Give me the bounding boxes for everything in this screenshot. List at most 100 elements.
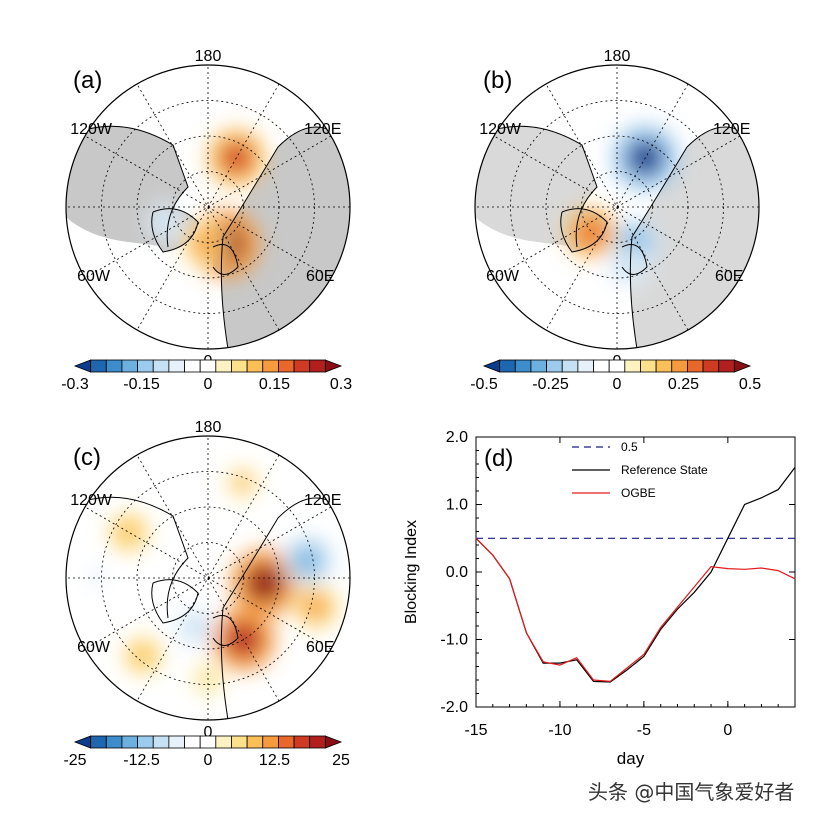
colorbar-tick-label: -12.5	[123, 752, 160, 769]
colorbar-cell	[671, 359, 688, 373]
map-border	[65, 64, 351, 350]
map-border	[65, 435, 351, 721]
panel-label: (d)	[484, 445, 513, 472]
colorbar-cell	[640, 359, 657, 373]
colorbar-cell	[262, 359, 279, 373]
coastlines	[475, 125, 759, 349]
colorbar-cell	[702, 359, 720, 373]
anomaly-core	[294, 546, 322, 574]
legend-label: 0.5	[621, 440, 638, 454]
map-panel-0: (a) 180 0 120W 120E 60W 60E -0.3 -0.15 0 0.15 0.3	[61, 48, 352, 393]
x-tick-label: -5	[637, 722, 651, 739]
colorbar-tick-label: 0.15	[259, 376, 290, 393]
x-tick-label: -10	[548, 722, 571, 739]
colorbar: -25 -12.5 0 12.5 25	[63, 735, 350, 769]
colorbar-cell	[293, 735, 311, 749]
line-chart-panel: -2.0 -1.0 0.0 1.0 2.0 -15 -10 -5 0 day Blocking In…	[403, 429, 796, 768]
colorbar: -0.3 -0.15 0 0.15 0.3	[61, 359, 352, 393]
colorbar-tick-label: 0.3	[330, 376, 352, 393]
lon-label-lower-left: 60W	[77, 639, 111, 656]
colorbar-cell	[184, 735, 201, 749]
colorbar-cell	[577, 359, 594, 373]
anomaly-core	[303, 594, 329, 620]
panel-label: (c)	[73, 444, 101, 471]
colorbar-cell	[215, 735, 232, 749]
colorbar-cell	[90, 735, 107, 749]
colorbar-cell	[168, 735, 185, 749]
lon-label-upper-left: 120W	[479, 121, 522, 138]
coastlines	[66, 496, 350, 720]
colorbar-cell	[184, 359, 201, 373]
colorbar-cell	[624, 359, 641, 373]
lon-label-lower-right: 60E	[306, 639, 334, 656]
lon-label-upper-left: 120W	[70, 121, 113, 138]
colorbar-cell	[655, 359, 673, 373]
lon-label-upper-left: 120W	[70, 492, 113, 509]
map-border	[474, 64, 760, 350]
x-tick-label: -15	[464, 722, 487, 739]
colorbar-cell	[687, 359, 704, 373]
colorbar-tick-label: 0	[613, 376, 622, 393]
colorbar-cell	[593, 359, 610, 373]
colorbar-cell	[561, 359, 579, 373]
map-field	[475, 65, 759, 349]
colorbar-tick-label: -0.5	[470, 376, 498, 393]
colorbar-cell	[199, 359, 217, 373]
map-field	[66, 65, 350, 349]
anomaly-core	[232, 472, 253, 493]
colorbar-cell	[324, 359, 343, 373]
colorbar-cell	[199, 735, 217, 749]
colorbar-cell	[231, 735, 248, 749]
panel-label: (a)	[73, 67, 102, 94]
colorbar-cell	[73, 359, 92, 373]
lon-label-top: 180	[195, 419, 222, 436]
lon-label-lower-right: 60E	[715, 268, 743, 285]
map-panel-2: (c) 180 0 120W 120E 60W 60E -25 -12.5 0 12.5 25	[63, 419, 351, 769]
map-field	[66, 436, 350, 720]
panel-label: (b)	[483, 67, 512, 94]
colorbar-cell	[309, 735, 326, 749]
colorbar-cell	[246, 359, 264, 373]
colorbar-cell	[105, 359, 123, 373]
colorbar-cell	[137, 359, 154, 373]
colorbar-tick-label: -0.25	[532, 376, 569, 393]
y-axis-label: Blocking Index	[403, 520, 420, 624]
anomaly-field	[80, 464, 339, 697]
lon-label-bottom: 0	[204, 724, 213, 741]
legend-label: Reference State	[621, 463, 708, 477]
colorbar-cell	[309, 359, 326, 373]
colorbar-cell	[608, 359, 626, 373]
colorbar-cell	[168, 359, 185, 373]
colorbar-tick-label: -0.15	[123, 376, 160, 393]
colorbar-cell	[324, 735, 343, 749]
lon-label-lower-left: 60W	[77, 268, 111, 285]
colorbar-cell	[733, 359, 752, 373]
colorbar-tick-label: 0.25	[668, 376, 699, 393]
colorbar-cell	[718, 359, 735, 373]
colorbar-cell	[278, 359, 295, 373]
colorbar-cell	[530, 359, 547, 373]
anomaly-core	[183, 615, 207, 639]
colorbar-cell	[215, 359, 232, 373]
y-tick-label: 2.0	[446, 429, 468, 446]
colorbar-cell	[137, 735, 154, 749]
colorbar-cell	[152, 735, 170, 749]
anomaly-core	[132, 645, 154, 667]
lon-label-upper-right: 120E	[304, 492, 341, 509]
colorbar-cell	[499, 359, 516, 373]
colorbar-cell	[546, 359, 563, 373]
anomaly-core	[616, 255, 639, 279]
lon-label-lower-left: 60W	[486, 268, 520, 285]
colorbar-cell	[262, 735, 279, 749]
watermark: 头条 @中国气象爱好者	[588, 780, 795, 804]
colorbar-cell	[73, 735, 92, 749]
colorbar-cell	[105, 735, 123, 749]
colorbar-tick-label: 25	[332, 752, 350, 769]
colorbar-cell	[514, 359, 532, 373]
colorbar-tick-label: -25	[63, 752, 86, 769]
y-tick-label: 1.0	[446, 497, 468, 514]
lon-label-lower-right: 60E	[306, 268, 334, 285]
colorbar-tick-label: 0	[204, 376, 213, 393]
anomaly-core	[577, 218, 606, 247]
